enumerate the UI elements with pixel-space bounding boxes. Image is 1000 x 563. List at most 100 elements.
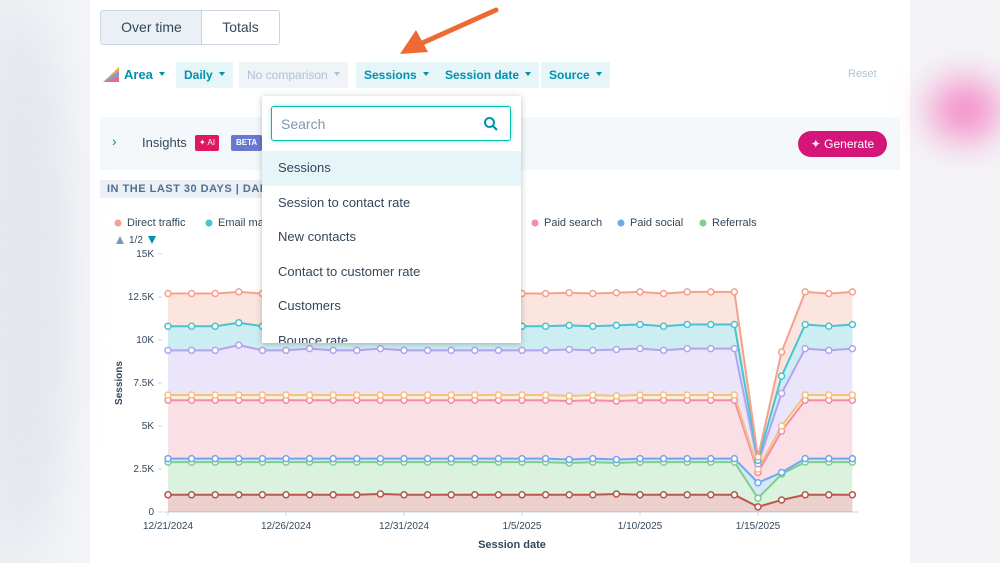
- data-point: [423, 346, 432, 355]
- data-point: [235, 288, 243, 296]
- annotation-arrow: [400, 7, 499, 54]
- search-icon: [484, 117, 498, 131]
- expand-icon[interactable]: ›: [112, 133, 117, 149]
- data-point: [494, 491, 503, 499]
- data-point: [447, 454, 455, 463]
- x-tick-label: 1/15/2025: [736, 521, 781, 532]
- data-point: [777, 389, 786, 398]
- data-point: [471, 491, 479, 499]
- dropdown-item[interactable]: Bounce rate: [278, 332, 349, 343]
- data-point: [353, 391, 361, 399]
- data-point: [211, 346, 219, 355]
- x-tick-label: 1/10/2025: [618, 521, 663, 532]
- data-point: [329, 491, 337, 499]
- data-point: [825, 491, 833, 499]
- data-point: [235, 341, 243, 349]
- data-point: [801, 344, 809, 353]
- tab[interactable]: Totals: [201, 10, 280, 45]
- data-point: [754, 503, 762, 511]
- pager-next[interactable]: [148, 236, 156, 244]
- data-point: [518, 454, 526, 463]
- area: [168, 400, 853, 483]
- dropdown-item[interactable]: Customers: [278, 298, 341, 314]
- legend-pager[interactable]: 1/2: [129, 235, 143, 246]
- data-point: [518, 391, 526, 399]
- generate-button[interactable]: ✦ Generate: [798, 131, 887, 157]
- data-point: [777, 496, 786, 504]
- filter[interactable]: Daily: [176, 62, 233, 88]
- data-point: [777, 372, 786, 380]
- data-point: [376, 344, 385, 353]
- data-point: [400, 391, 408, 399]
- data-point: [777, 468, 786, 477]
- y-tick-label: 12.5K: [128, 292, 154, 303]
- data-point: [730, 288, 739, 296]
- search-box[interactable]: Search: [271, 106, 511, 141]
- data-point: [187, 391, 196, 399]
- x-tick-label: 12/26/2024: [261, 521, 311, 532]
- data-point: [730, 344, 739, 353]
- data-point: [683, 391, 691, 399]
- data-point: [683, 344, 691, 353]
- dropdown-item[interactable]: New contacts: [278, 229, 357, 245]
- data-point: [707, 320, 715, 329]
- data-point: [423, 391, 432, 399]
- pager-prev[interactable]: [116, 236, 124, 244]
- data-point: [541, 391, 550, 399]
- data-point: [187, 346, 196, 355]
- dropdown-item[interactable]: Session to contact rate: [278, 194, 411, 210]
- data-point: [612, 288, 621, 297]
- data-point: [801, 454, 809, 463]
- filter[interactable]: Source: [541, 62, 610, 88]
- data-point: [447, 491, 455, 499]
- data-point: [235, 491, 243, 499]
- data-point: [589, 491, 597, 499]
- data-point: [589, 454, 597, 463]
- data-point: [353, 491, 361, 499]
- data-point: [164, 491, 172, 499]
- data-point: [258, 391, 267, 399]
- data-point: [471, 454, 479, 463]
- data-point: [447, 391, 455, 399]
- data-point: [730, 391, 739, 399]
- legend-swatch: [617, 219, 625, 227]
- data-point: [282, 491, 290, 499]
- data-point: [683, 454, 691, 463]
- data-point: [282, 454, 290, 463]
- reset[interactable]: Reset: [848, 68, 877, 80]
- data-point: [612, 392, 621, 400]
- data-point: [305, 491, 314, 499]
- area: [168, 345, 853, 469]
- chart-kind[interactable]: Area: [116, 62, 173, 88]
- data-point: [211, 391, 219, 399]
- backdrop-blur: [0, 20, 70, 540]
- data-point: [518, 346, 526, 355]
- data-point: [612, 321, 621, 330]
- dropdown-item[interactable]: Contact to customer rate: [278, 263, 421, 279]
- data-point: [353, 454, 361, 463]
- area-icon: [103, 67, 119, 82]
- data-point: [447, 346, 455, 355]
- data-point: [825, 346, 833, 355]
- tab[interactable]: Over time: [100, 10, 203, 45]
- legend-swatch: [205, 219, 213, 227]
- y-tick-label: 10K: [136, 335, 154, 346]
- filter[interactable]: Sessions: [356, 62, 437, 88]
- data-point: [329, 454, 337, 463]
- ai-badge-text: AI: [207, 138, 216, 147]
- data-point: [683, 320, 691, 329]
- data-point: [541, 454, 550, 463]
- data-point: [801, 491, 809, 499]
- data-point: [636, 454, 644, 463]
- data-point: [636, 320, 644, 329]
- dropdown-item[interactable]: Sessions: [262, 151, 521, 186]
- data-point: [187, 454, 196, 463]
- legend-swatch: [114, 219, 122, 227]
- filter[interactable]: No comparison: [239, 62, 348, 88]
- data-point: [636, 391, 644, 399]
- data-point: [707, 288, 715, 296]
- data-point: [848, 491, 857, 499]
- data-point: [707, 454, 715, 463]
- filter[interactable]: Session date: [437, 62, 540, 88]
